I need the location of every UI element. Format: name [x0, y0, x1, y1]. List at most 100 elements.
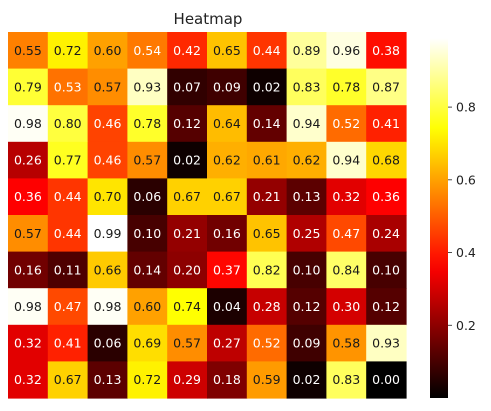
heatmap-cell: [286, 141, 327, 179]
cell-value-label: 0.66: [94, 262, 122, 277]
cell-value-label: 0.07: [173, 79, 201, 94]
cell-value-label: 0.58: [332, 336, 360, 351]
cell-value-label: 0.57: [14, 226, 42, 241]
heatmap-cell: [286, 324, 327, 362]
colorbar: 0.2 0.4 0.6 0.8: [430, 38, 476, 398]
cell-value-label: 0.83: [293, 79, 321, 94]
heatmap-cell: [127, 68, 168, 106]
cell-value-label: 0.29: [173, 372, 201, 387]
heatmap-cell: [286, 361, 327, 399]
heatmap-cell: [207, 105, 248, 143]
heatmap-cell: [286, 32, 327, 70]
cell-value-label: 0.60: [133, 299, 161, 314]
cell-value-label: 0.32: [14, 336, 42, 351]
heatmap-cell: [326, 68, 367, 106]
cell-value-label: 0.42: [173, 43, 201, 58]
cell-value-label: 0.54: [133, 43, 161, 58]
cell-value-label: 0.57: [94, 79, 122, 94]
heatmap-cell: [207, 215, 248, 253]
heatmap-cell: [8, 178, 49, 216]
chart-title: Heatmap: [174, 10, 243, 28]
heatmap-cell: [167, 288, 208, 326]
cell-value-label: 0.94: [332, 153, 360, 168]
heatmap-cell: [326, 141, 367, 179]
heatmap-cell: [87, 105, 128, 143]
cell-value-label: 0.61: [253, 153, 281, 168]
cell-value-label: 0.06: [94, 336, 122, 351]
heatmap-cell: [127, 288, 168, 326]
heatmap-cell: [47, 68, 89, 106]
heatmap-cell: [47, 105, 89, 143]
heatmap-cell: [87, 32, 128, 70]
cell-value-label: 0.32: [332, 189, 360, 204]
cell-value-label: 0.18: [213, 372, 241, 387]
heatmap-cell: [286, 288, 327, 326]
cell-value-label: 0.16: [14, 262, 42, 277]
cell-value-label: 0.14: [133, 262, 161, 277]
heatmap-cell: [167, 178, 208, 216]
heatmap-cell: [207, 324, 248, 362]
heatmap-cell: [207, 68, 248, 106]
heatmap-cell: [366, 361, 407, 399]
cell-value-label: 0.12: [293, 299, 321, 314]
cell-value-label: 0.02: [173, 153, 201, 168]
cell-value-label: 0.83: [332, 372, 360, 387]
cell-value-label: 0.84: [332, 262, 360, 277]
heatmap-cell: [207, 32, 248, 70]
cell-value-label: 0.27: [213, 336, 241, 351]
heatmap-cell: [366, 141, 407, 179]
heatmap-cell: [167, 361, 208, 399]
heatmap-cell: [47, 141, 89, 179]
heatmap-cell: [127, 141, 168, 179]
cell-value-label: 0.87: [372, 79, 400, 94]
cell-value-label: 0.67: [213, 189, 241, 204]
cell-value-label: 0.82: [253, 262, 281, 277]
cell-value-label: 0.47: [332, 226, 360, 241]
heatmap-cell: [207, 251, 248, 289]
heatmap-cell: [326, 215, 367, 253]
cell-value-label: 0.57: [173, 336, 201, 351]
cell-value-label: 0.21: [253, 189, 281, 204]
cell-value-label: 0.44: [54, 226, 82, 241]
cell-value-label: 0.02: [293, 372, 321, 387]
heatmap-cell: [246, 105, 288, 143]
cell-value-label: 0.62: [293, 153, 321, 168]
cell-value-label: 0.13: [293, 189, 321, 204]
cell-value-label: 0.72: [54, 43, 82, 58]
heatmap-cell: [286, 178, 327, 216]
cell-value-label: 0.52: [253, 336, 281, 351]
heatmap-cell: [8, 251, 49, 289]
heatmap-cell: [246, 361, 288, 399]
cell-value-label: 0.52: [332, 116, 360, 131]
cell-value-label: 0.67: [173, 189, 201, 204]
heatmap-cell: [246, 178, 288, 216]
cell-value-label: 0.68: [372, 153, 400, 168]
cell-value-label: 0.06: [133, 189, 161, 204]
heatmap-cell: [167, 215, 208, 253]
cell-value-label: 0.30: [332, 299, 360, 314]
cell-value-label: 0.93: [133, 79, 161, 94]
heatmap-cell: [326, 288, 367, 326]
cell-value-label: 0.41: [372, 116, 400, 131]
heatmap-cell: [167, 141, 208, 179]
cell-value-label: 0.10: [133, 226, 161, 241]
heatmap-cell: [246, 68, 288, 106]
heatmap-cell: [47, 324, 89, 362]
heatmap-cell: [47, 215, 89, 253]
cell-value-label: 0.46: [94, 153, 122, 168]
cell-value-label: 0.77: [54, 153, 82, 168]
cell-value-label: 0.98: [14, 116, 42, 131]
heatmap-cell: [8, 324, 49, 362]
heatmap-cell: [326, 105, 367, 143]
heatmap-cell: [366, 215, 407, 253]
heatmap-cell: [127, 178, 168, 216]
heatmap-cell: [207, 361, 248, 399]
heatmap-cell: [286, 215, 327, 253]
heatmap-cell: [286, 68, 327, 106]
heatmap-cell: [207, 288, 248, 326]
cell-value-label: 0.94: [293, 116, 321, 131]
cell-value-label: 0.53: [54, 79, 82, 94]
heatmap-cell: [246, 215, 288, 253]
heatmap-cell: [366, 178, 407, 216]
heatmap-cell: [87, 361, 128, 399]
